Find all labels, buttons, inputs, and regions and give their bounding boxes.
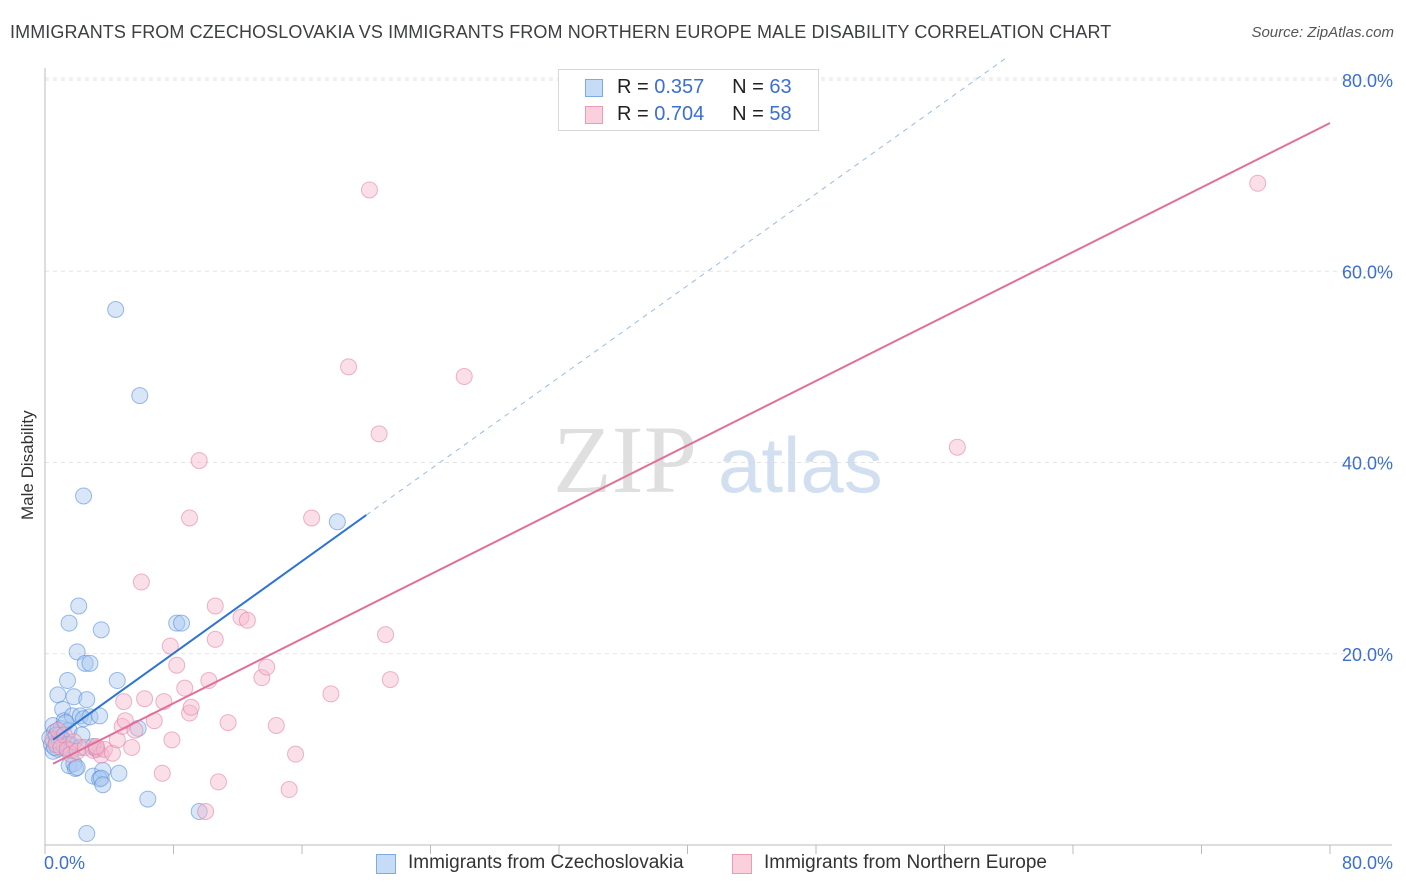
chart-title: IMMIGRANTS FROM CZECHOSLOVAKIA VS IMMIGR… xyxy=(10,22,1112,42)
y-tick-label: 20.0% xyxy=(1342,645,1393,665)
data-point xyxy=(136,690,154,708)
y-tick-labels: 20.0% 40.0% 60.0% 80.0% xyxy=(1342,71,1393,665)
axes xyxy=(44,68,1392,854)
data-point xyxy=(267,716,285,734)
data-point xyxy=(173,614,191,632)
x-tick-label: 0.0% xyxy=(44,853,85,873)
legend-n-value: 58 xyxy=(769,103,792,125)
data-point xyxy=(340,358,358,376)
data-point xyxy=(161,637,179,655)
data-point xyxy=(219,714,237,732)
legend-n-label: N = xyxy=(732,103,764,125)
data-point xyxy=(206,597,224,615)
data-point xyxy=(70,597,88,615)
data-point xyxy=(65,688,83,706)
data-point xyxy=(92,769,110,787)
data-point xyxy=(181,704,199,722)
data-point xyxy=(176,679,194,697)
series-northern-europe-points xyxy=(44,174,1267,821)
data-point xyxy=(190,803,208,821)
data-point xyxy=(377,626,395,644)
data-point xyxy=(168,614,186,632)
y-axis-title: Male Disability xyxy=(18,410,37,520)
data-point xyxy=(238,611,256,629)
data-point xyxy=(287,745,305,763)
data-point xyxy=(197,803,215,821)
data-point xyxy=(76,654,94,672)
data-point xyxy=(65,733,83,751)
data-point xyxy=(123,738,141,756)
data-point xyxy=(153,764,171,782)
bottom-legend-swatch-blue xyxy=(376,854,396,874)
legend-r-label: R = xyxy=(617,103,649,125)
data-point xyxy=(303,509,321,527)
data-point xyxy=(168,656,186,674)
legend-n-label: N = xyxy=(732,76,764,98)
correlation-legend: R = 0.357 N = 63 R = 0.704 N = 58 xyxy=(558,69,819,131)
data-point xyxy=(92,621,110,639)
data-point xyxy=(181,509,199,527)
data-point xyxy=(190,452,208,470)
data-point xyxy=(91,770,109,788)
data-point xyxy=(60,614,78,632)
data-point xyxy=(49,686,67,704)
bottom-legend-label: Immigrants from Northern Europe xyxy=(764,852,1047,873)
legend-r-value: 0.357 xyxy=(654,76,705,98)
y-tick-label: 40.0% xyxy=(1342,454,1393,474)
data-point xyxy=(163,731,181,749)
trend-lines xyxy=(52,55,1331,765)
data-point xyxy=(139,790,157,808)
bottom-legend-swatch-pink xyxy=(732,854,752,874)
y-tick-label: 60.0% xyxy=(1342,262,1393,282)
grid-lines xyxy=(45,77,1392,655)
legend-n-value: 63 xyxy=(769,76,792,98)
watermark-atlas: atlas xyxy=(718,421,883,509)
data-point xyxy=(328,513,346,531)
x-tick-label: 80.0% xyxy=(1342,853,1393,873)
data-point xyxy=(103,744,121,762)
data-point xyxy=(78,825,96,843)
data-point xyxy=(75,487,93,505)
data-point xyxy=(58,672,76,690)
data-point xyxy=(322,685,340,703)
data-point xyxy=(91,707,109,725)
watermark: ZIP atlas xyxy=(553,406,883,513)
legend-r-value: 0.704 xyxy=(654,103,705,125)
data-point xyxy=(455,367,473,385)
y-tick-label: 80.0% xyxy=(1342,71,1393,91)
data-point xyxy=(107,301,125,318)
series-czechoslovakia-points xyxy=(41,301,346,843)
trend-line-czechoslovakia-extension xyxy=(365,55,1010,516)
data-point xyxy=(360,181,378,199)
data-point xyxy=(206,630,224,648)
trend-line-czechoslovakia xyxy=(52,514,367,741)
data-point xyxy=(370,425,388,443)
data-point xyxy=(78,691,96,709)
trend-line-northern-europe xyxy=(52,122,1331,765)
data-point xyxy=(209,773,227,791)
legend-r-label: R = xyxy=(617,76,649,98)
legend-swatch-blue xyxy=(585,79,603,97)
watermark-zip: ZIP xyxy=(553,406,697,513)
data-point xyxy=(110,764,128,782)
source-label: Source: ZipAtlas.com xyxy=(1251,24,1394,41)
data-point xyxy=(94,776,112,794)
data-point xyxy=(948,438,966,456)
data-point xyxy=(253,669,271,687)
data-point xyxy=(81,654,99,672)
data-point xyxy=(131,387,149,405)
x-tick-labels: 0.0% 80.0% xyxy=(44,853,1393,873)
data-point xyxy=(115,693,133,711)
legend-swatch-pink xyxy=(585,106,603,124)
data-point xyxy=(182,698,200,716)
data-point xyxy=(55,726,73,744)
data-point xyxy=(280,781,298,799)
data-point xyxy=(1249,174,1267,192)
data-point xyxy=(258,658,276,676)
data-point xyxy=(381,671,399,689)
data-point xyxy=(132,573,150,591)
data-point xyxy=(108,672,126,690)
bottom-legend-label: Immigrants from Czechoslovakia xyxy=(408,852,684,873)
